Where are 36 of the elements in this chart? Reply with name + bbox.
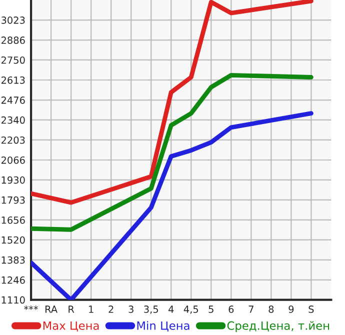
x-tick-label: 3,5 [144,306,158,314]
y-tick-label: 2340 [1,116,25,124]
x-tick-label: 8 [268,306,274,313]
y-tick-label: 1110 [2,296,25,304]
x-tick-label: 1 [89,306,94,313]
y-tick-label: 1930 [2,176,25,184]
x-tick-label: S [308,306,314,313]
y-tick-label: 1246 [2,276,25,284]
line-series [31,0,314,205]
y-tick-label: 2613 [1,76,25,84]
x-tick-label: 7 [248,306,254,313]
y-tick-label: 2750 [1,56,25,64]
x-tick-label: 3 [128,306,134,313]
y-tick-label: 2476 [1,96,25,104]
line-series [31,72,314,232]
y-tick-label: 2886 [1,36,25,44]
x-tick-label: 9 [288,306,294,313]
x-tick-label: 5 [208,306,214,313]
legend-label: Сред.Цена, т.йен [227,321,329,332]
legend-label: Max Цена [43,321,99,332]
x-tick-label: *** [24,306,38,310]
x-tick-label: 4 [168,306,174,313]
y-tick-label: 2066 [1,156,25,164]
x-tick-label: RA [46,306,58,313]
y-tick-label: 1656 [2,216,25,224]
x-tick-label: R [68,306,74,313]
x-tick-label: 6 [228,306,234,313]
y-tick-label: 3023 [1,16,25,24]
line-series [31,111,314,300]
y-tick-label: 1383 [2,256,25,264]
x-tick-label: 2 [108,306,114,313]
x-tick-label: 4,5 [184,306,198,314]
y-tick-label: 2203 [1,136,25,144]
y-tick-label: 1793 [2,196,25,204]
y-tick-label: 1520 [2,236,25,244]
legend-label: Min Цена [137,321,190,332]
